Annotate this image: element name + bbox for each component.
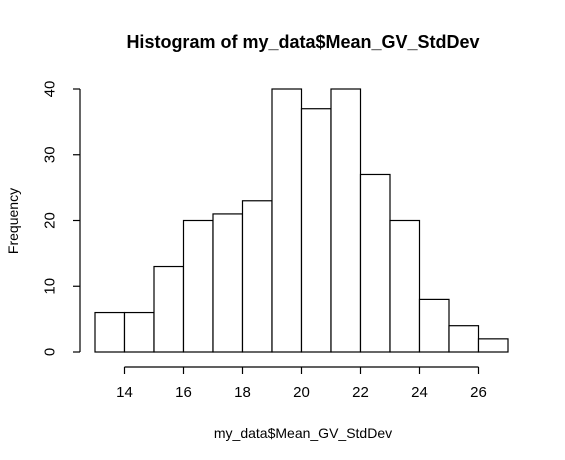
histogram-bar <box>418 298 450 353</box>
histogram-bar <box>212 213 244 353</box>
y-axis: 0 10 20 30 40 <box>42 81 81 356</box>
y-tick-label: 0 <box>42 348 59 356</box>
histogram-bar <box>330 88 362 353</box>
y-tick-label: 40 <box>42 81 59 98</box>
x-tick-label: 26 <box>470 384 487 401</box>
histogram-bar <box>477 338 509 353</box>
y-tick-label: 10 <box>42 278 59 295</box>
chart-title: Histogram of my_data$Mean_GV_StdDev <box>126 32 479 52</box>
histogram-bar <box>123 311 155 353</box>
histogram-bar <box>300 108 332 353</box>
histogram-bar <box>94 311 126 353</box>
x-tick-label: 16 <box>175 384 192 401</box>
x-tick-label: 20 <box>293 384 310 401</box>
x-tick-label: 14 <box>116 384 133 401</box>
histogram-bar <box>389 219 421 353</box>
histogram-bar <box>359 173 391 353</box>
histogram-bar <box>448 325 480 353</box>
x-tick-label: 24 <box>411 384 428 401</box>
histogram-bar <box>153 265 185 353</box>
histogram-bar <box>182 219 214 353</box>
histogram-bar <box>271 88 303 353</box>
x-tick-label: 22 <box>352 384 369 401</box>
y-tick-label: 20 <box>42 212 59 229</box>
y-axis-label: Frequency <box>5 188 21 254</box>
x-axis: 14 16 18 20 22 24 26 <box>116 366 487 401</box>
histogram-bar <box>241 200 273 353</box>
y-tick-label: 30 <box>42 146 59 163</box>
x-tick-label: 18 <box>234 384 251 401</box>
histogram-bars <box>94 88 509 353</box>
x-axis-label: my_data$Mean_GV_StdDev <box>214 425 392 441</box>
